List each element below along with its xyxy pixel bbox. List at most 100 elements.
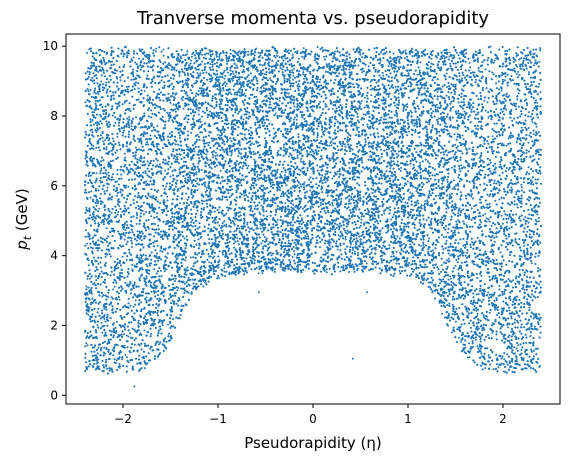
scatter-point xyxy=(356,129,359,132)
scatter-point xyxy=(97,262,100,265)
scatter-point xyxy=(159,269,162,272)
scatter-point xyxy=(406,106,409,108)
scatter-point xyxy=(198,53,201,56)
scatter-point xyxy=(535,125,538,128)
scatter-point xyxy=(527,61,530,64)
scatter-point xyxy=(167,155,170,158)
scatter-point xyxy=(468,322,471,325)
scatter-point xyxy=(230,185,233,188)
scatter-point xyxy=(299,183,302,186)
scatter-point xyxy=(401,136,404,139)
scatter-point xyxy=(316,132,319,135)
scatter-point xyxy=(311,144,314,147)
scatter-point xyxy=(116,173,119,176)
scatter-point xyxy=(381,106,384,109)
scatter-point xyxy=(290,265,293,268)
scatter-point xyxy=(209,57,212,60)
scatter-point xyxy=(162,147,164,149)
scatter-point xyxy=(382,74,385,77)
scatter-point xyxy=(292,74,295,77)
scatter-point xyxy=(311,203,314,206)
scatter-point xyxy=(415,118,418,121)
scatter-point xyxy=(402,110,405,112)
scatter-point xyxy=(105,218,108,221)
scatter-point xyxy=(186,72,189,75)
scatter-point xyxy=(247,50,250,53)
scatter-point xyxy=(360,100,363,103)
scatter-point xyxy=(460,340,462,343)
scatter-point xyxy=(507,137,510,140)
scatter-point xyxy=(458,336,460,339)
scatter-point xyxy=(298,150,301,153)
scatter-point xyxy=(483,99,486,102)
scatter-point xyxy=(393,59,396,62)
scatter-point xyxy=(403,184,406,187)
scatter-point xyxy=(112,178,115,181)
scatter-point xyxy=(182,107,185,110)
scatter-point xyxy=(190,55,193,58)
scatter-point xyxy=(385,231,388,234)
scatter-point xyxy=(218,277,221,279)
scatter-point xyxy=(361,71,364,74)
scatter-point xyxy=(206,116,209,119)
scatter-point xyxy=(136,137,139,140)
scatter-point xyxy=(302,47,305,50)
scatter-point xyxy=(334,129,337,132)
scatter-point xyxy=(525,152,528,154)
scatter-point xyxy=(84,361,87,364)
scatter-point xyxy=(90,190,93,193)
scatter-point xyxy=(123,346,126,349)
scatter-point xyxy=(309,189,312,192)
scatter-point xyxy=(528,111,530,114)
scatter-point xyxy=(192,98,195,101)
scatter-point xyxy=(160,247,163,250)
scatter-point xyxy=(482,214,485,217)
scatter-point xyxy=(216,176,219,179)
scatter-point xyxy=(442,115,445,118)
scatter-point xyxy=(526,104,528,107)
scatter-point xyxy=(284,171,287,174)
scatter-point xyxy=(350,71,353,74)
scatter-point xyxy=(257,51,260,54)
scatter-point xyxy=(163,270,166,273)
scatter-point xyxy=(123,152,126,155)
scatter-point xyxy=(467,169,470,172)
scatter-point xyxy=(260,204,263,207)
scatter-point xyxy=(418,136,421,139)
scatter-point xyxy=(124,229,127,232)
scatter-point xyxy=(319,78,322,81)
scatter-point xyxy=(474,164,477,167)
scatter-point xyxy=(186,130,189,133)
scatter-point xyxy=(84,229,87,232)
scatter-point xyxy=(409,208,412,211)
scatter-point xyxy=(405,160,408,163)
scatter-point xyxy=(523,244,526,247)
scatter-point xyxy=(121,255,124,258)
scatter-point xyxy=(304,194,307,197)
scatter-point xyxy=(97,70,100,73)
scatter-point xyxy=(140,140,143,143)
scatter-point xyxy=(469,66,472,69)
scatter-point xyxy=(374,221,377,223)
scatter-point xyxy=(408,261,411,264)
scatter-point xyxy=(362,123,365,126)
scatter-point xyxy=(153,268,156,271)
scatter-point xyxy=(238,227,241,230)
scatter-point xyxy=(257,272,260,275)
scatter-point xyxy=(282,259,285,262)
scatter-point xyxy=(171,119,174,122)
scatter-point xyxy=(112,354,115,357)
scatter-point xyxy=(448,51,451,54)
scatter-point xyxy=(525,342,528,344)
scatter-point xyxy=(510,221,513,224)
scatter-point xyxy=(510,75,513,77)
scatter-point xyxy=(450,277,453,280)
scatter-point xyxy=(428,192,431,195)
scatter-point xyxy=(426,121,429,124)
scatter-point xyxy=(316,241,319,244)
scatter-point xyxy=(503,288,506,291)
scatter-point xyxy=(178,202,181,205)
scatter-point xyxy=(291,78,294,81)
scatter-point xyxy=(517,92,520,95)
scatter-point xyxy=(89,277,91,280)
